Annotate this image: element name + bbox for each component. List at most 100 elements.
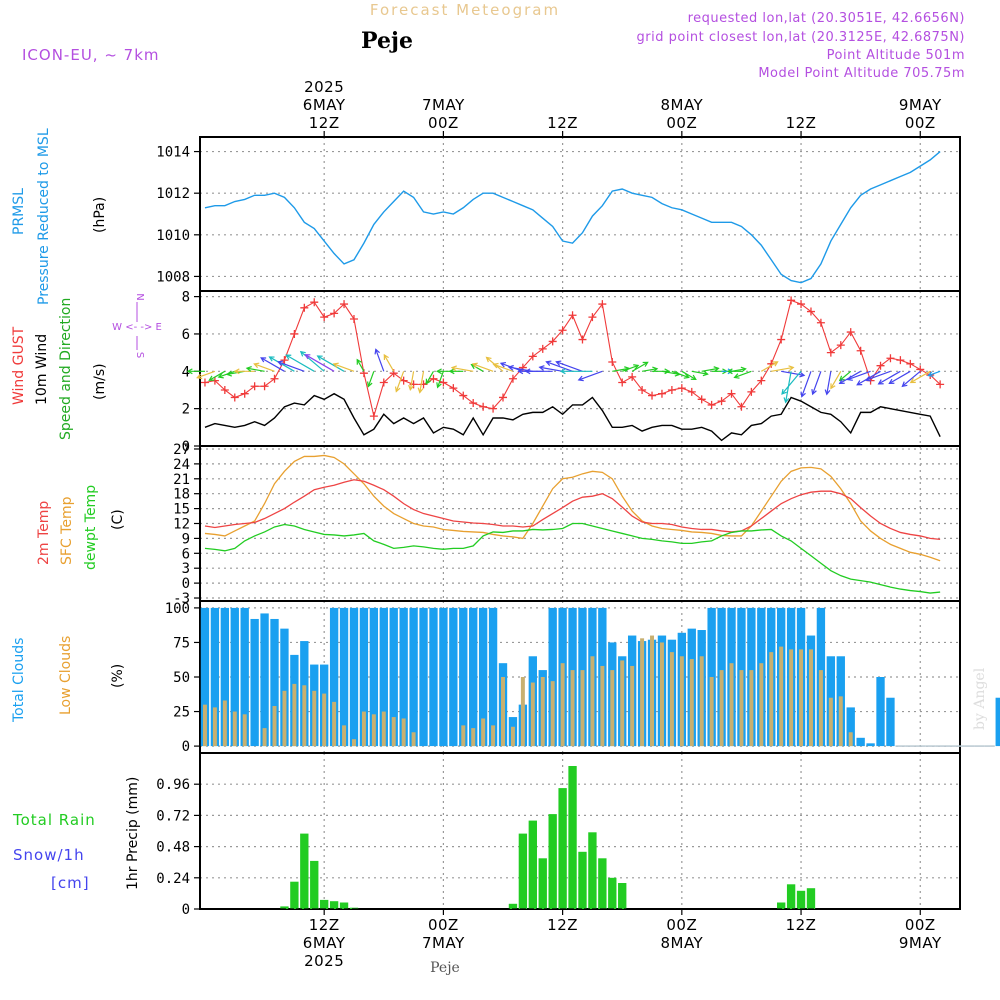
low-cloud-bar — [560, 663, 565, 747]
gust-marker — [628, 372, 637, 381]
wind-arrow — [269, 356, 295, 372]
low-cloud-bar — [759, 663, 764, 747]
wind-arrow — [409, 371, 415, 390]
top-time-label: 12Z — [309, 114, 340, 132]
pressure-unit: (hPa) — [92, 197, 108, 233]
gust-marker — [588, 313, 597, 322]
low-cloud-bar — [590, 656, 595, 747]
top-time-label: 00Z — [428, 114, 459, 132]
top-time-label: 00Z — [666, 114, 697, 132]
ytick-label-2-3: 6 — [182, 546, 190, 562]
total-cloud-bar — [488, 607, 498, 747]
total-cloud-bar — [379, 607, 388, 747]
rain-bar — [558, 788, 567, 909]
total-cloud-bar — [339, 607, 349, 747]
requested-coords: requested lon,lat (20.3051E, 42.6656N) — [688, 11, 965, 26]
wind-arrow — [902, 370, 921, 387]
top-time-label: 12Z — [786, 114, 817, 132]
gust-marker — [230, 393, 239, 402]
gust-marker — [648, 391, 657, 400]
low-cloud-bar — [342, 725, 347, 747]
wind-arrow-head — [356, 358, 362, 365]
wind-label-2: 10m Wind — [34, 334, 50, 405]
top-time-label: 8MAY — [660, 96, 703, 114]
rain-bar — [508, 903, 518, 909]
low-cloud-bar — [292, 683, 297, 747]
wind-arrow-head — [800, 391, 806, 398]
low-cloud-bar — [202, 704, 207, 747]
gust-marker — [250, 382, 259, 391]
gust-marker — [379, 378, 388, 387]
wind-arrow — [493, 363, 514, 372]
total-cloud-bar — [995, 697, 1000, 747]
bottom-time-label: 00Z — [905, 916, 936, 934]
total-cloud-bar — [439, 607, 448, 747]
wind-arrow-head — [901, 381, 908, 388]
wind-arrow — [622, 364, 639, 372]
cloud-unit: (%) — [110, 664, 126, 688]
rain-bar — [548, 814, 557, 909]
low-cloud-bar — [401, 718, 406, 747]
wind-arrow — [451, 366, 474, 372]
wind-arrow-head — [208, 375, 215, 381]
gust-marker — [578, 335, 587, 344]
wind-arrow-head — [268, 356, 275, 362]
gust-marker — [280, 356, 289, 365]
wind-arrow-head — [367, 381, 373, 388]
bottom-time-label: 8MAY — [660, 934, 703, 952]
wind-arrow — [856, 370, 881, 386]
wind-arrow — [260, 357, 285, 372]
total-cloud-bar — [876, 677, 885, 747]
low-cloud-bar — [640, 638, 645, 747]
gust-marker — [459, 391, 468, 400]
wind-arrow-head — [196, 373, 203, 380]
total-cloud-bar — [478, 607, 488, 747]
low-cloud-bar — [669, 652, 674, 747]
low-cloud-bar — [799, 649, 804, 747]
total-cloud-bar — [230, 607, 239, 747]
ytick-label-1-3: 6 — [182, 327, 190, 343]
low-cloud-bar — [381, 711, 386, 747]
low-cloud-bar — [789, 649, 794, 747]
wind-arrow-head — [245, 366, 252, 372]
low-cloud-bar — [769, 652, 774, 747]
total-cloud-bar — [220, 607, 230, 747]
total-cloud-bar — [250, 618, 259, 747]
wind-arrow-head — [838, 378, 845, 385]
gust-marker — [876, 361, 885, 370]
wind-arrow — [277, 361, 305, 372]
low-cloud-bar — [659, 642, 664, 747]
bottom-time-label: 12Z — [547, 916, 578, 934]
total-cloud-bar — [200, 607, 210, 747]
wind-arrow — [246, 367, 265, 372]
low-cloud-bar — [838, 696, 843, 747]
gust-marker — [528, 352, 537, 361]
wind-label-3: Speed and Direction — [58, 298, 74, 440]
wind-arrow — [209, 370, 226, 381]
ytick-label-3-0: 0 — [182, 739, 190, 755]
rain-bar — [280, 906, 289, 909]
low-cloud-bar — [570, 670, 575, 747]
gust-marker — [538, 344, 547, 353]
top-time-label: 9MAY — [899, 96, 942, 114]
gust-marker — [826, 348, 835, 357]
rain-bar — [806, 888, 816, 909]
bottom-time-label: 00Z — [428, 916, 459, 934]
wind-arrow — [910, 370, 931, 384]
top-time-label: 6MAY — [303, 96, 346, 114]
wind-arrow-head — [417, 387, 424, 394]
gust-marker — [717, 397, 726, 406]
gust-marker — [707, 400, 716, 409]
temp-unit: (C) — [110, 509, 126, 530]
wind-arrow — [556, 361, 583, 372]
wind-arrow-head — [425, 378, 431, 385]
wind-arrow-head — [772, 361, 779, 367]
gust-marker — [300, 303, 309, 312]
total-cloud-bar — [329, 607, 339, 747]
gust-marker — [349, 315, 358, 324]
wind-arrow-head — [383, 353, 389, 361]
rain-bar — [538, 858, 547, 909]
low-cloud-bar — [729, 663, 734, 747]
rain-bar — [320, 899, 329, 909]
low-cloud-bar — [650, 635, 655, 747]
